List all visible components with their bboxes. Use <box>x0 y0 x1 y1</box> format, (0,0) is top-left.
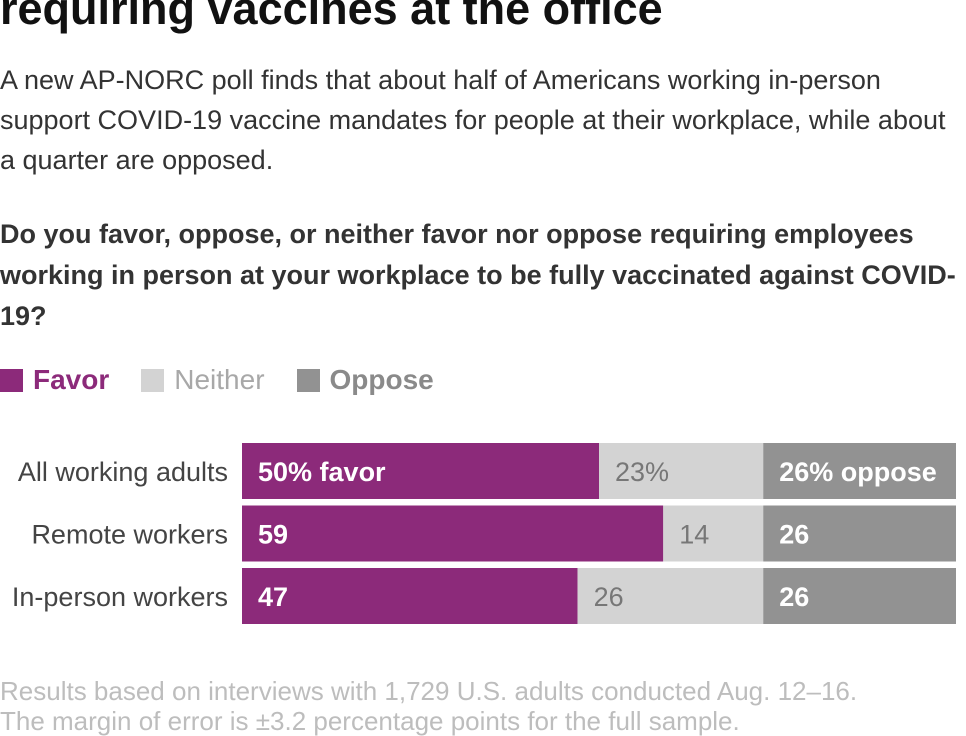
legend-item-oppose: Oppose <box>296 364 434 396</box>
bar-neither <box>577 568 764 624</box>
footnote-line-1: Results based on interviews with 1,729 U… <box>0 676 858 706</box>
legend-swatch-oppose <box>296 368 320 392</box>
data-label-neither: 23% <box>615 457 669 487</box>
bar-favor <box>242 443 599 499</box>
footnote-line-2: The margin of error is ±3.2 percentage p… <box>0 706 740 736</box>
data-label-oppose: 26 <box>779 520 809 550</box>
legend-label-oppose: Oppose <box>329 364 434 395</box>
legend-swatch-favor <box>0 368 23 392</box>
bar-favor <box>242 505 664 562</box>
legend: Favor Neither Oppose <box>0 362 466 398</box>
bar-neither <box>663 505 764 562</box>
bar-favor <box>242 568 578 624</box>
category-label: Remote workers <box>31 520 228 550</box>
survey-question: Do you favor, oppose, or neither favor n… <box>0 219 956 331</box>
legend-label-favor: Favor <box>33 364 110 395</box>
category-label: In-person workers <box>12 582 228 612</box>
legend-item-neither: Neither <box>141 364 265 396</box>
legend-swatch-neither <box>141 368 165 392</box>
stacked-bar-chart: All working adults 50% favor 23% 26% oppose… <box>12 443 956 624</box>
legend-item-favor: Favor <box>0 364 109 396</box>
data-label-favor: 59 <box>258 520 288 550</box>
legend-label-neither: Neither <box>174 364 265 395</box>
bar-oppose <box>763 568 956 624</box>
chart-subtitle: A new AP-NORC poll finds that about half… <box>0 65 946 175</box>
bar-neither <box>599 443 764 499</box>
bar-oppose <box>763 443 956 499</box>
data-label-favor: 47 <box>258 582 288 612</box>
bar-oppose <box>763 505 956 562</box>
chart-title: requiring vaccines at the office <box>0 0 663 34</box>
data-label-oppose: 26 <box>779 582 809 612</box>
data-label-oppose: 26% oppose <box>779 457 937 487</box>
footnote: Results based on interviews with 1,729 U… <box>0 676 966 736</box>
data-label-neither: 26 <box>594 582 624 612</box>
category-label: All working adults <box>18 457 228 487</box>
data-label-favor: 50% favor <box>258 457 386 487</box>
data-label-neither: 14 <box>679 520 709 550</box>
